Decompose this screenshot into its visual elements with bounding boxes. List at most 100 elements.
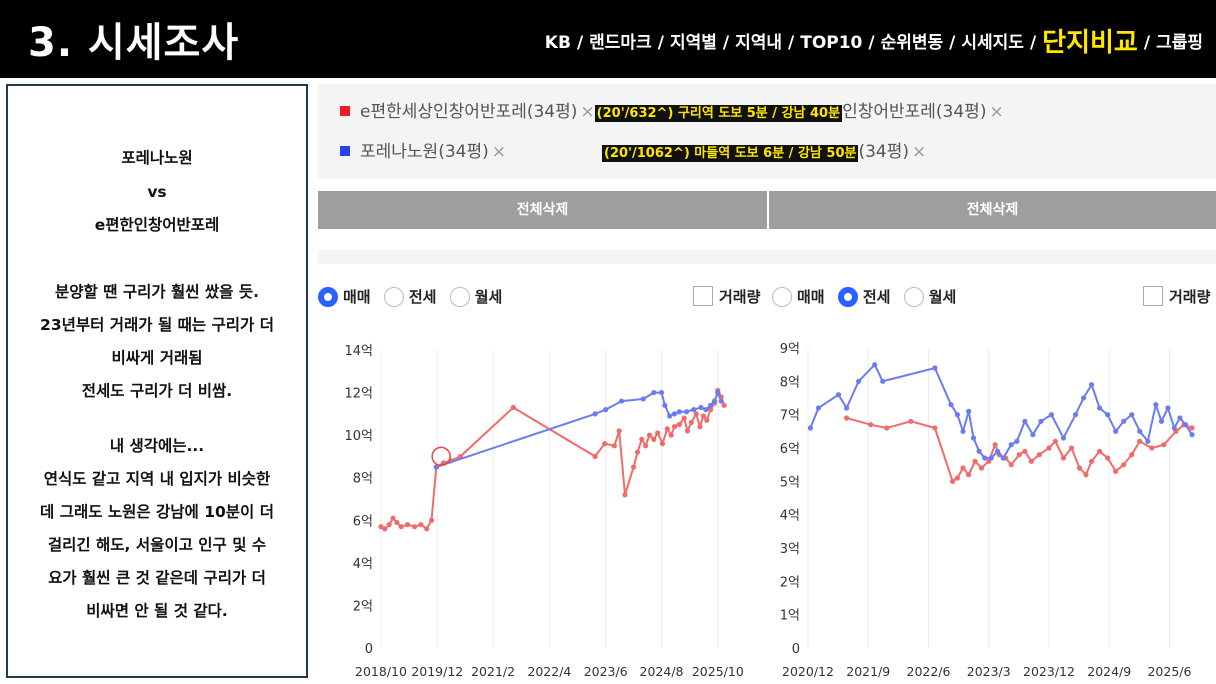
data-point — [970, 435, 977, 441]
data-point — [616, 428, 622, 434]
data-point — [966, 472, 972, 478]
nav-within-region[interactable]: 지역내 — [735, 33, 782, 53]
x-tick-label: 2023/6 — [584, 664, 628, 679]
data-point — [1113, 468, 1119, 474]
delete-all-button-right[interactable]: 전체삭제 — [769, 191, 1216, 229]
data-point — [880, 378, 886, 384]
radio-label: 월세 — [474, 288, 503, 306]
nav-rank-change[interactable]: 순위변동 — [880, 33, 944, 53]
data-point — [634, 449, 641, 455]
nav-kb[interactable]: KB — [544, 33, 571, 53]
data-point — [640, 396, 646, 402]
nav-complex-compare[interactable]: 단지비교 — [1042, 28, 1138, 58]
remove-icon[interactable]: × — [580, 102, 595, 122]
radio-label: 매매 — [343, 288, 371, 306]
y-tick-label: 4억 — [780, 509, 800, 524]
note-line: 포레나노원 — [121, 149, 193, 167]
remove-icon[interactable]: × — [491, 142, 506, 162]
x-tick-label: 2021/2 — [471, 664, 515, 679]
nav-grouping[interactable]: 그룹핑 — [1156, 33, 1203, 53]
radio-jeonse[interactable]: 전세 — [383, 286, 437, 307]
data-point — [1171, 425, 1177, 431]
y-tick-label: 14억 — [344, 344, 373, 359]
data-point — [404, 521, 411, 528]
nav-by-region[interactable]: 지역별 — [669, 33, 717, 53]
y-tick-label: 6억 — [780, 442, 800, 457]
data-point — [1000, 455, 1006, 461]
radio-jeonse[interactable]: 전세 — [837, 286, 890, 307]
data-point — [382, 526, 388, 532]
data-point — [949, 478, 956, 484]
compare-item-name[interactable]: e편한세상인창어반포레(34평) — [360, 102, 578, 122]
checkbox-icon — [1143, 286, 1163, 306]
data-point — [1189, 432, 1195, 438]
note-line: 연식도 같고 지역 내 입지가 비슷한 — [43, 470, 271, 488]
data-point — [994, 448, 1001, 454]
data-point — [1030, 432, 1036, 438]
data-point — [1158, 418, 1165, 424]
radio-on-icon — [318, 287, 338, 307]
radio-monthly[interactable]: 월세 — [903, 286, 956, 307]
remove-icon[interactable]: × — [912, 142, 927, 162]
checkbox-icon — [693, 286, 713, 306]
radio-label: 전세 — [408, 288, 437, 306]
y-tick-label: 7억 — [780, 409, 800, 424]
data-point — [655, 430, 661, 436]
data-point — [1121, 462, 1127, 468]
data-point — [691, 407, 697, 413]
note-line: vs — [147, 183, 167, 201]
remove-icon[interactable]: × — [989, 102, 1004, 122]
data-point — [815, 405, 822, 411]
note-line: 내 생각에는... — [109, 437, 205, 455]
data-point — [681, 415, 687, 421]
data-point — [872, 362, 878, 368]
top-nav: KB / 랜드마크 / 지역별 / 지역내 / TOP10/순위변동 / 시세지도 / 단지비교 / 그룹핑 — [544, 22, 1204, 59]
data-point — [651, 436, 657, 442]
right-type-radios: 매매 전세 월세 — [772, 286, 964, 310]
radio-monthly[interactable]: 월세 — [449, 286, 503, 307]
radio-sale[interactable]: 매매 — [772, 286, 825, 307]
data-point — [721, 402, 727, 408]
nav-landmark[interactable]: 랜드마크 — [589, 33, 652, 53]
data-point — [639, 436, 645, 442]
y-tick-label: 12억 — [344, 387, 373, 402]
data-point — [1060, 435, 1067, 441]
radio-sale[interactable]: 매매 — [318, 286, 371, 307]
data-point — [1129, 412, 1135, 418]
data-point — [1182, 422, 1189, 428]
highlight-note: (20'/632^) 구리역 도보 5분 / 강남 40분 — [594, 105, 843, 122]
data-point — [697, 424, 703, 430]
radio-off-icon — [449, 287, 470, 307]
data-point — [1008, 442, 1014, 448]
data-point — [668, 432, 674, 438]
delete-all-button-left[interactable]: 전체삭제 — [318, 191, 767, 229]
series-line-0 — [846, 417, 1193, 483]
compare-item-name[interactable]: 포레나노원(34평) — [360, 142, 489, 162]
data-point — [1137, 428, 1143, 434]
notes-panel: 포레나노원 vs e편한인창어반포레 분양할 땐 구리가 훨씬 쌌을 듯. 23… — [6, 84, 308, 678]
data-point — [659, 441, 666, 447]
series-line-1 — [809, 362, 1193, 460]
data-point — [1072, 412, 1079, 418]
divider-strip — [318, 250, 1216, 264]
compare-item-2: 포레나노원(34평) × (20'/1062^) 마들역 도보 6분 / 강남 50… — [340, 137, 926, 162]
header-bar: 3. 시세조사 KB / 랜드마크 / 지역별 / 지역내 / TOP10/순위변동 / 시세지도 /… — [0, 0, 1216, 78]
data-point — [715, 389, 721, 396]
data-point — [412, 524, 418, 530]
volume-checkbox-right[interactable]: 거래량 — [1143, 286, 1210, 307]
nav-top10[interactable]: TOP10 — [800, 33, 863, 53]
x-tick-label: 2021/9 — [846, 664, 890, 679]
data-point — [708, 407, 714, 413]
data-point — [982, 455, 988, 461]
data-point — [433, 464, 439, 470]
data-point — [1189, 425, 1195, 431]
compare-item-name-tail: 인창어반포레(34평) — [842, 102, 987, 122]
data-point — [954, 412, 961, 418]
nav-separator: / — [722, 33, 730, 53]
nav-price-map[interactable]: 시세지도 — [961, 33, 1024, 53]
data-point — [1121, 418, 1127, 424]
volume-checkbox-left[interactable]: 거래량 — [693, 286, 760, 307]
data-point — [1048, 412, 1055, 418]
data-point — [988, 455, 994, 461]
data-point — [1097, 448, 1103, 454]
